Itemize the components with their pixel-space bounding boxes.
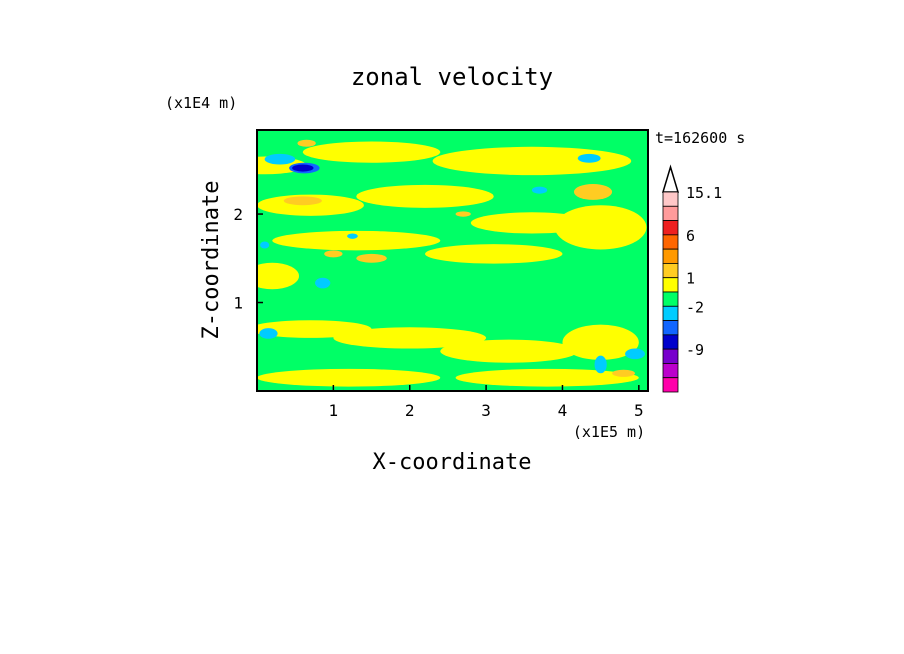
contour-region <box>333 327 487 349</box>
contour-region <box>612 369 636 377</box>
contour-region <box>455 368 639 387</box>
contour-region <box>432 146 632 176</box>
colorbar-swatch <box>662 320 679 336</box>
colorbar-swatch <box>662 277 679 293</box>
contour-region <box>297 139 316 147</box>
contour-region <box>455 211 471 217</box>
colorbar-swatch <box>662 348 679 364</box>
contour-region <box>257 262 299 290</box>
x-unit-label: (x1E5 m) <box>573 423 645 441</box>
contour-regions <box>257 139 647 387</box>
colorbar-swatch <box>662 205 679 221</box>
colorbar-swatch <box>662 377 679 393</box>
contour-region <box>302 141 441 163</box>
y-axis: 12 <box>233 205 263 313</box>
contour-region <box>562 324 639 361</box>
colorbar-swatch <box>662 220 679 236</box>
x-axis: 1 2 3 4 5 <box>329 385 644 420</box>
colorbar-label: 1 <box>686 270 695 288</box>
colorbar-label: -9 <box>686 341 704 359</box>
y-unit-label: (x1E4 m) <box>165 94 237 112</box>
x-tick-label: 1 <box>329 401 339 420</box>
colorbar-swatch <box>662 191 679 207</box>
y-axis-label: Z-coordinate <box>199 181 224 340</box>
colorbar-swatch <box>662 234 679 250</box>
contour-region <box>347 233 358 239</box>
time-label: t=162600 s <box>655 129 745 147</box>
contour-region <box>283 196 322 206</box>
plot-frame <box>256 129 649 392</box>
contour-region <box>356 253 387 263</box>
colorbar-swatch <box>662 248 679 264</box>
plot-area <box>256 129 649 392</box>
contour-region <box>356 184 494 208</box>
contour-region <box>260 241 270 249</box>
contour-region <box>272 230 441 251</box>
colorbar-swatch <box>662 263 679 279</box>
contour-region <box>470 212 594 234</box>
contour-region <box>573 183 613 200</box>
contour-region <box>577 153 601 163</box>
colorbar-label: 15.1 <box>686 184 722 202</box>
colorbar-extend-arrow <box>661 164 680 193</box>
y-tick-label: 2 <box>233 205 243 224</box>
colorbar-label: 6 <box>686 227 695 245</box>
contour-region <box>292 164 314 172</box>
colorbar-swatch <box>662 363 679 379</box>
colorbar: 15.1 6 1 -2 -9 <box>661 164 722 393</box>
contour-region <box>315 277 331 289</box>
colorbar-label: -2 <box>686 298 704 316</box>
contour-region <box>440 339 578 363</box>
colorbar-swatch <box>662 334 679 350</box>
colorbar-swatch <box>662 291 679 307</box>
x-tick-label: 3 <box>481 401 491 420</box>
contour-region <box>257 194 364 216</box>
contour-region <box>531 186 548 194</box>
x-axis-label: X-coordinate <box>373 450 532 475</box>
contour-region <box>324 250 343 258</box>
contour-region <box>625 348 645 360</box>
colorbar-swatch <box>662 305 679 321</box>
x-tick-label: 5 <box>634 401 644 420</box>
contour-region <box>259 328 278 339</box>
contour-region <box>257 368 441 387</box>
contour-region <box>264 153 296 165</box>
chart-title: zonal velocity <box>351 63 553 91</box>
contour-region <box>594 355 607 374</box>
x-tick-label: 2 <box>405 401 415 420</box>
y-tick-label: 1 <box>233 294 243 313</box>
x-tick-label: 4 <box>558 401 568 420</box>
contour-region <box>425 244 563 264</box>
